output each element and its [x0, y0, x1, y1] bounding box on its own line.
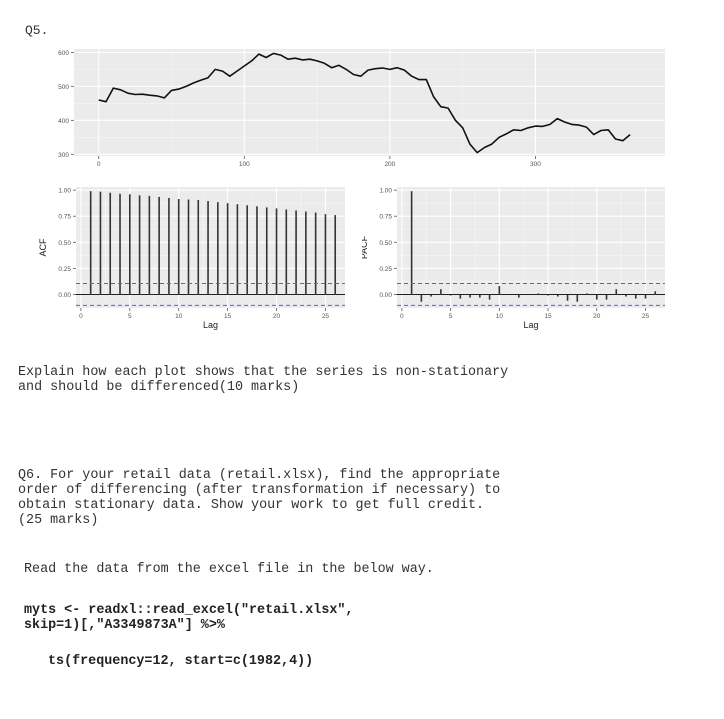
x-tick-label: 10	[175, 313, 183, 320]
question-5-text: Explain how each plot shows that the ser…	[18, 365, 509, 395]
y-tick-label: 0.00	[58, 292, 71, 299]
y-tick-label: 0.50	[58, 240, 71, 247]
y-tick-label: 0.75	[379, 214, 392, 221]
series-line	[98, 52, 631, 154]
y-tick-label: 1.00	[58, 188, 71, 195]
x-tick-label: 0	[79, 313, 83, 320]
x-tick-label: 25	[322, 313, 330, 320]
y-tick-label: 0.00	[379, 292, 392, 299]
x-tick-label: 5	[128, 313, 132, 320]
plot-panel	[397, 187, 665, 308]
x-tick-label: 20	[593, 313, 601, 320]
pacf-plot: 0.00 0.25 0.50 0.75 1.00 0 5 10 15 20 25 Lag PACF	[362, 187, 665, 330]
y-axis-label: PACF	[362, 235, 369, 259]
y-tick-label: 0.50	[379, 240, 392, 247]
y-tick-label: 400	[58, 118, 69, 125]
x-tick-label: 300	[530, 161, 541, 168]
x-axis-label: Lag	[523, 320, 538, 330]
instruction-text: Read the data from the excel file in the…	[24, 562, 434, 577]
x-tick-label: 0	[400, 313, 404, 320]
plot-panel	[76, 187, 345, 308]
x-tick-label: 100	[239, 161, 250, 168]
y-tick-label: 0.75	[58, 214, 71, 221]
x-tick-label: 200	[384, 161, 395, 168]
question-5-label: Q5.	[25, 23, 49, 38]
x-tick-label: 15	[224, 313, 232, 320]
x-tick-label: 15	[544, 313, 552, 320]
x-tick-label: 25	[642, 313, 650, 320]
y-tick-label: 500	[58, 84, 69, 91]
y-tick-label: 0.25	[379, 266, 392, 273]
y-tick-label: 300	[58, 152, 69, 159]
x-tick-label: 10	[496, 313, 504, 320]
x-tick-label: 20	[273, 313, 281, 320]
y-tick-label: 0.25	[58, 266, 71, 273]
acf-plot: 0.00 0.25 0.50 0.75 1.00 0 5 10 15 20 25 Lag ACF	[38, 187, 345, 330]
x-tick-label: 5	[449, 313, 453, 320]
time-series-plot: 300 400 500 600 0 100 200 300	[58, 49, 665, 168]
y-tick-label: 1.00	[379, 188, 392, 195]
y-axis-label: ACF	[38, 238, 48, 257]
question-6-text: Q6. For your retail data (retail.xlsx), …	[18, 468, 501, 528]
y-tick-label: 600	[58, 50, 69, 57]
plot-panel	[74, 49, 665, 156]
code-ts-call: ts(frequency=12, start=c(1982,4))	[48, 654, 314, 669]
x-tick-label: 0	[97, 161, 101, 168]
x-axis-label: Lag	[203, 320, 218, 330]
code-read-excel: myts <- readxl::read_excel("retail.xlsx"…	[24, 603, 354, 633]
